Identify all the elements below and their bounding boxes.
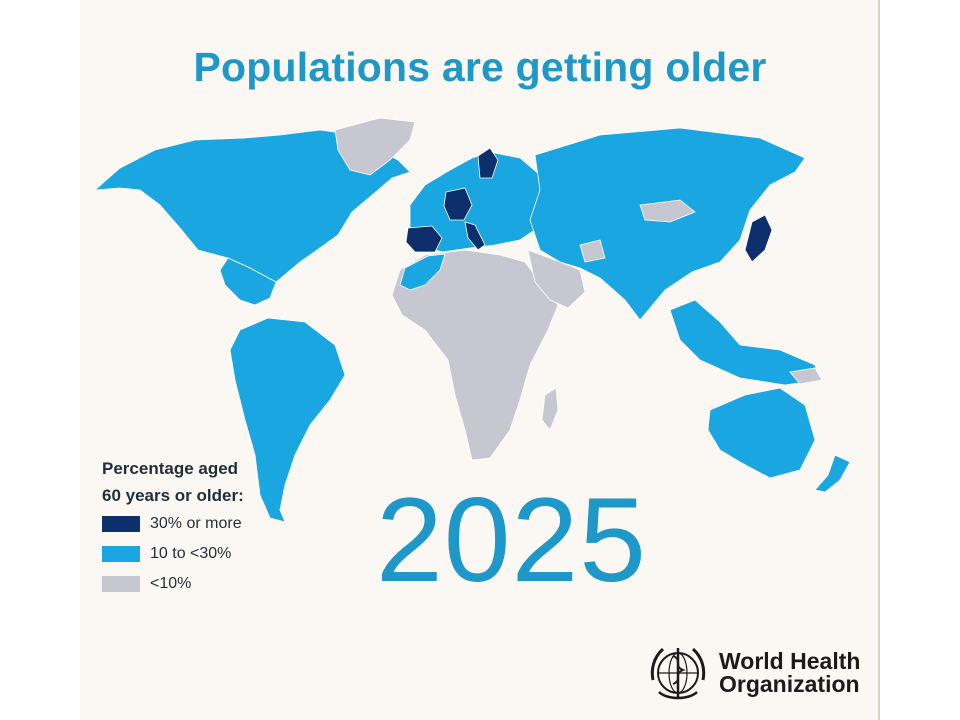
legend-label: 30% or more bbox=[150, 515, 242, 532]
region-italy-dark bbox=[464, 221, 486, 251]
year-label: 2025 bbox=[376, 473, 647, 607]
legend-title: Percentage aged 60 years or older: bbox=[102, 459, 244, 505]
region-middle-east bbox=[527, 249, 586, 309]
region-australia bbox=[707, 387, 816, 479]
legend-item: <10% bbox=[102, 569, 244, 599]
legend: Percentage aged 60 years or older: 30% o… bbox=[102, 455, 244, 599]
region-central-europe-dark bbox=[443, 187, 473, 221]
who-logo: World Health Organization bbox=[645, 640, 860, 706]
region-new-zealand bbox=[814, 454, 851, 493]
region-finland-dark bbox=[477, 147, 499, 179]
legend-swatch bbox=[102, 516, 140, 532]
organization-name: World Health Organization bbox=[719, 648, 861, 697]
legend-swatch bbox=[102, 576, 140, 592]
region-central-america bbox=[219, 257, 277, 306]
region-greenland bbox=[334, 117, 416, 176]
region-iberia-dark bbox=[405, 225, 443, 253]
region-south-america bbox=[229, 317, 346, 523]
poster: Populations are getting older bbox=[80, 0, 880, 720]
region-afghanistan bbox=[579, 239, 606, 263]
region-asia bbox=[529, 127, 806, 321]
region-north-america bbox=[93, 129, 411, 283]
region-madagascar bbox=[541, 387, 559, 431]
region-north-africa-mid bbox=[399, 253, 446, 291]
legend-label: 10 to <30% bbox=[150, 545, 232, 562]
legend-swatch bbox=[102, 546, 140, 562]
who-emblem-icon bbox=[650, 647, 706, 700]
region-mongolia bbox=[639, 199, 696, 223]
region-japan-dark bbox=[744, 214, 773, 263]
region-png bbox=[789, 367, 823, 385]
legend-label: <10% bbox=[150, 575, 192, 592]
legend-item: 10 to <30% bbox=[102, 539, 244, 569]
legend-item: 30% or more bbox=[102, 509, 244, 539]
world-map bbox=[93, 117, 851, 523]
page-title: Populations are getting older bbox=[193, 44, 767, 90]
region-africa bbox=[391, 249, 559, 461]
